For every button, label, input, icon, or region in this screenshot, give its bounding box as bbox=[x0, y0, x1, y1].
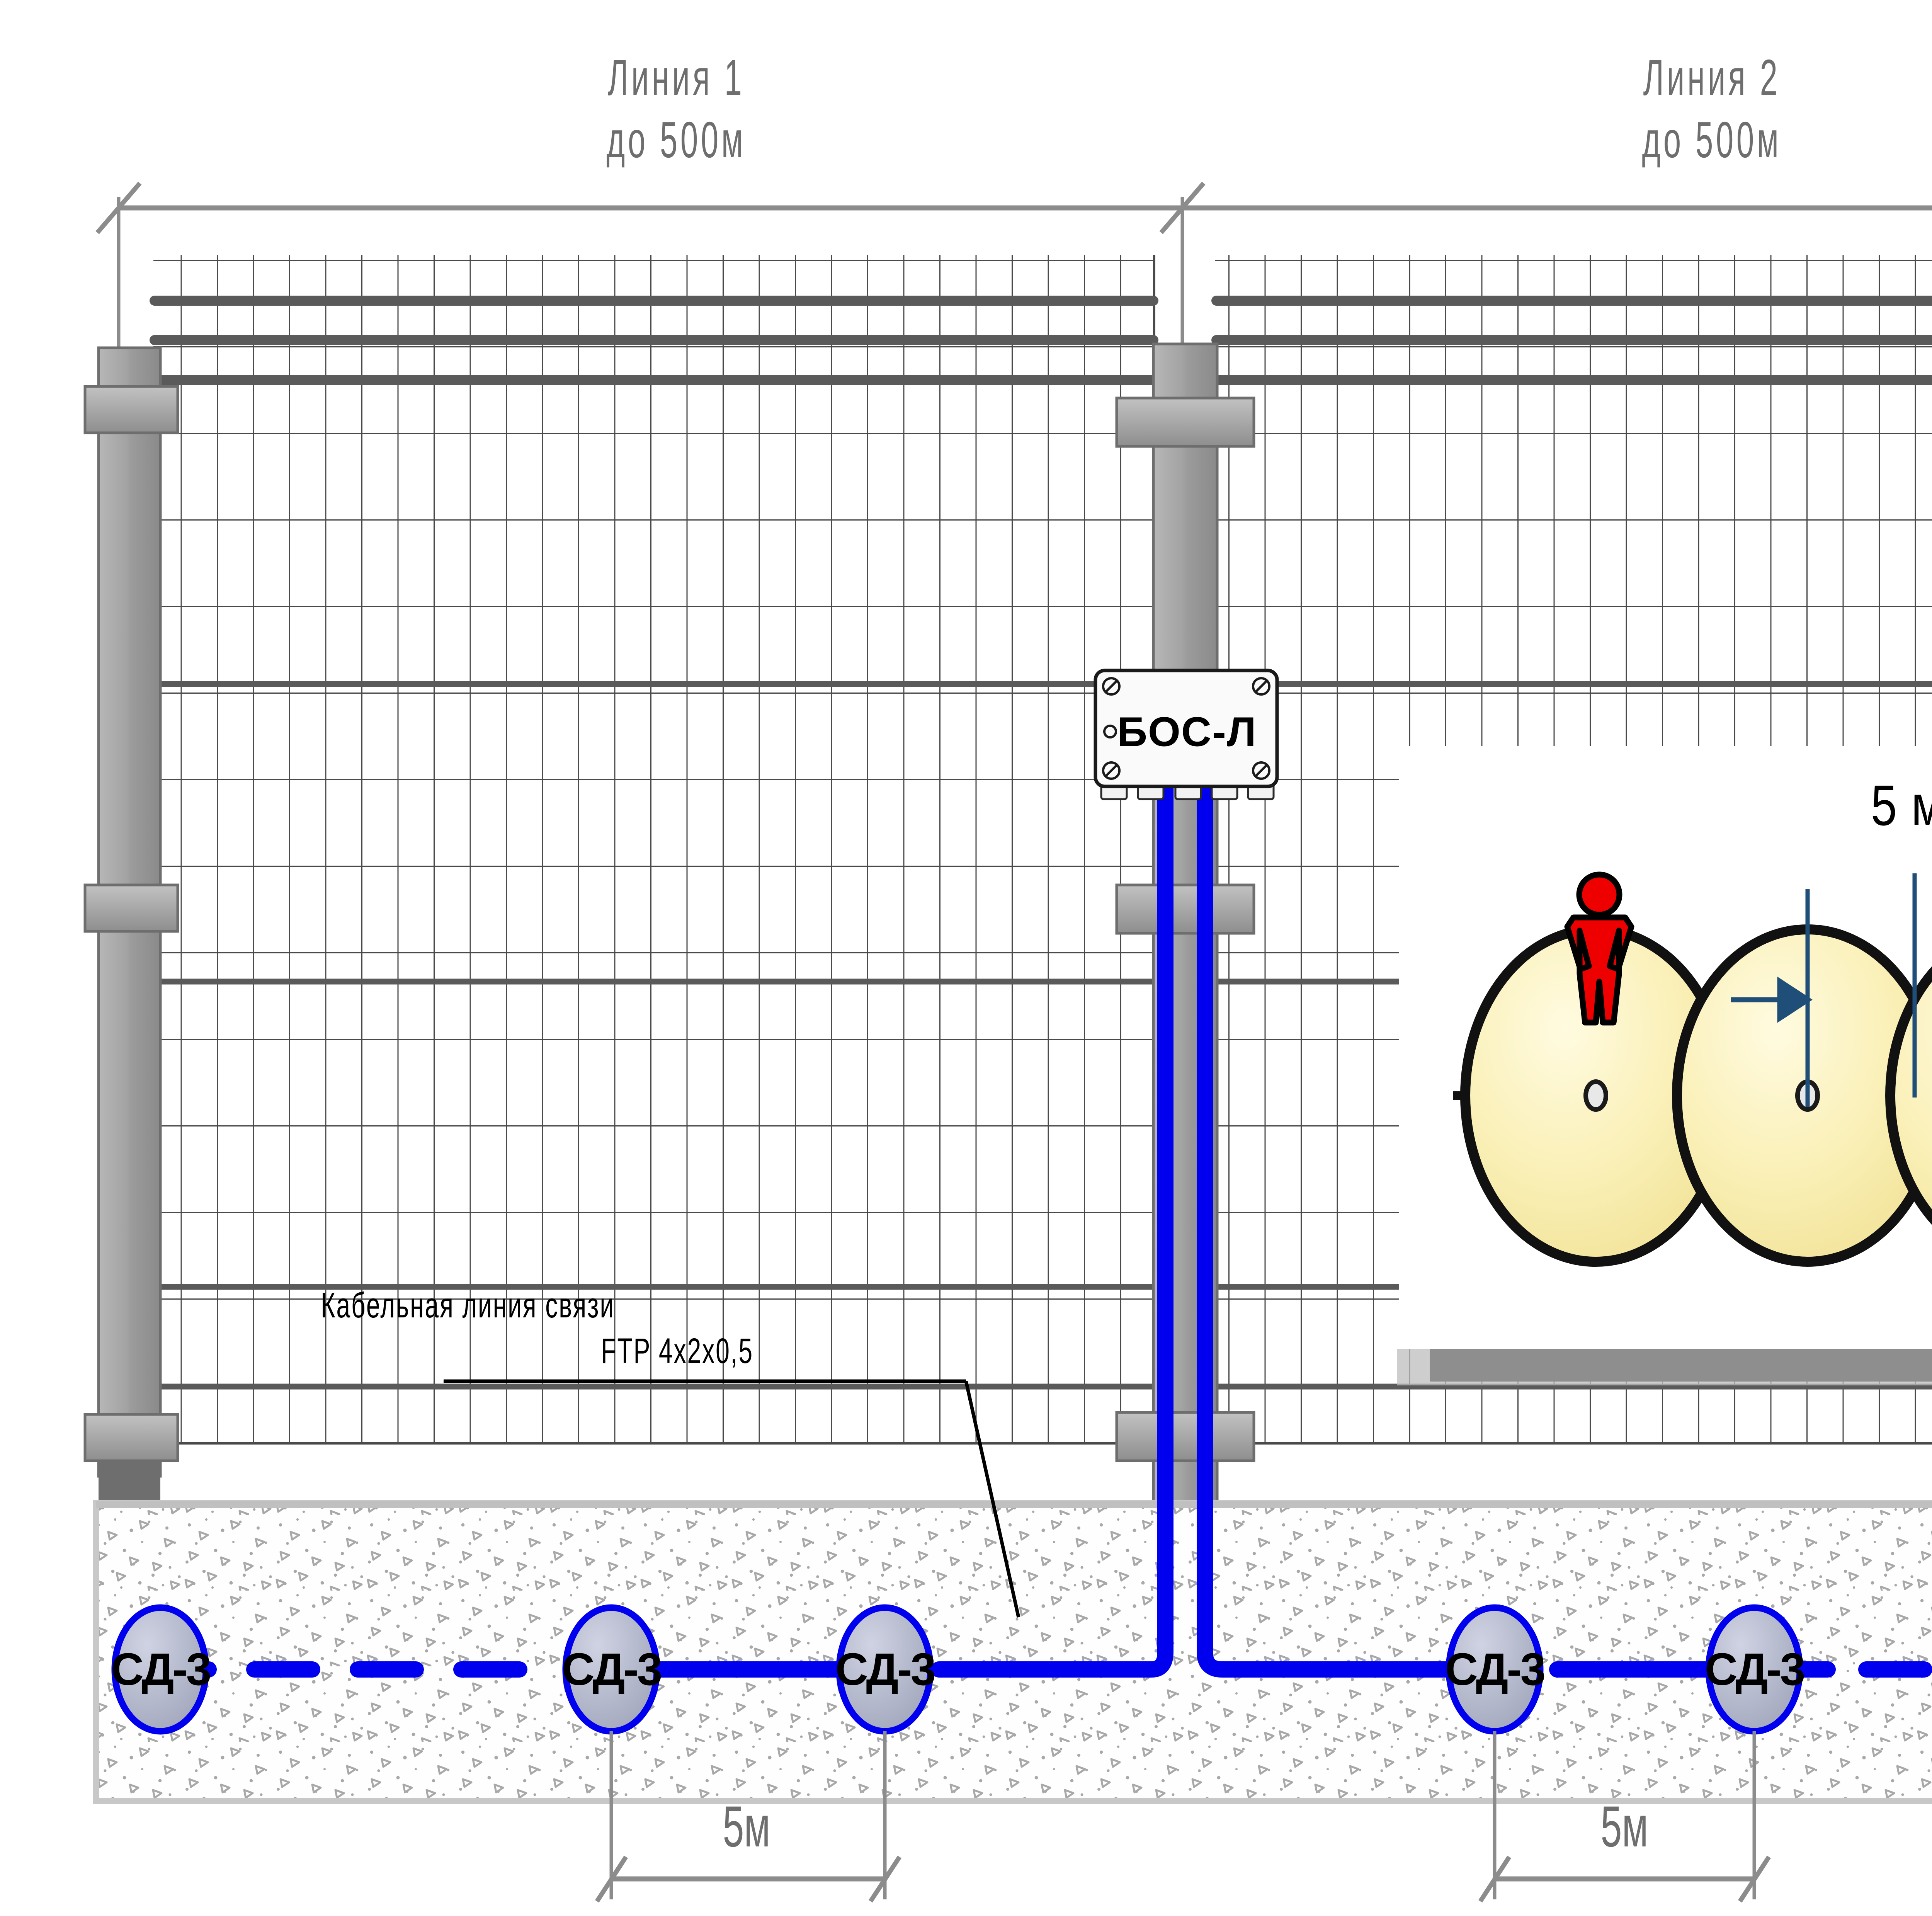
spacing-dimension-left bbox=[595, 1731, 902, 1903]
sensor-node: СД-3 bbox=[1705, 1604, 1806, 1735]
inset-dimension-arrows bbox=[1731, 977, 1813, 1023]
dim-tick-center bbox=[1159, 182, 1206, 234]
dim-tick-left bbox=[95, 182, 142, 234]
title-line1: Линия 1 до 500м bbox=[568, 46, 784, 171]
svg-text:СД-3: СД-3 bbox=[835, 1644, 935, 1695]
title-line2-main: Линия 2 bbox=[1643, 49, 1781, 106]
top-dimension-group bbox=[95, 182, 1932, 390]
sensor-node: СД-3 bbox=[835, 1604, 936, 1735]
cable-callout-line1: Кабельная линия связи bbox=[321, 1286, 615, 1325]
post-clamp bbox=[83, 883, 179, 933]
cable-callout-line2: FTP 4x2x0,5 bbox=[601, 1331, 753, 1371]
svg-text:СД-3: СД-3 bbox=[111, 1644, 210, 1695]
title-line1-main: Линия 1 bbox=[607, 49, 745, 106]
post-clamp bbox=[1115, 1411, 1255, 1462]
post-clamp bbox=[1115, 883, 1255, 935]
inset-panel bbox=[1397, 746, 1932, 1385]
post-clamp bbox=[83, 385, 179, 434]
sensor-node: СД-3 bbox=[1445, 1604, 1546, 1735]
sensor-nodes: СД-3 СД-3 СД-3 СД-3 СД-3 СД-3 bbox=[111, 1604, 1806, 1735]
svg-text:СД-3: СД-3 bbox=[562, 1644, 661, 1695]
cable-riser-right bbox=[1197, 773, 1247, 1678]
sensor-node: СД-3 bbox=[111, 1604, 212, 1735]
title-line1-sub: до 500м bbox=[606, 111, 746, 168]
spacing-dimension-right bbox=[1478, 1731, 1771, 1903]
led-indicator bbox=[1103, 725, 1117, 738]
post-clamp bbox=[1115, 396, 1255, 448]
cable-callout-leader bbox=[444, 1379, 1020, 1618]
sensor-node: СД-3 bbox=[562, 1604, 663, 1735]
inset-title: 5 метров bbox=[1871, 774, 1932, 837]
controller-box-bos-l: БОС-Л bbox=[1094, 669, 1279, 800]
spacing-label-right: 5м bbox=[1600, 1794, 1648, 1859]
title-line2: Линия 2 до 500м bbox=[1604, 46, 1820, 171]
fence-panel-left bbox=[150, 255, 1158, 1476]
detection-zone bbox=[1885, 966, 1932, 1225]
concrete-base bbox=[93, 1500, 1932, 1804]
title-line2-sub: до 500м bbox=[1642, 111, 1782, 168]
post-clamp bbox=[83, 1413, 179, 1462]
spacing-label-left: 5м bbox=[723, 1794, 770, 1859]
svg-text:СД-3: СД-3 bbox=[1445, 1644, 1544, 1695]
cable-riser-left bbox=[1124, 773, 1173, 1678]
controller-label: БОС-Л bbox=[1117, 708, 1257, 755]
fence-post-left bbox=[83, 346, 179, 1505]
svg-text:СД-3: СД-3 bbox=[1705, 1644, 1804, 1695]
person-icon bbox=[1564, 871, 1634, 1026]
cable-callout: Кабельная линия связи FTP 4x2x0,5 bbox=[321, 1283, 753, 1374]
